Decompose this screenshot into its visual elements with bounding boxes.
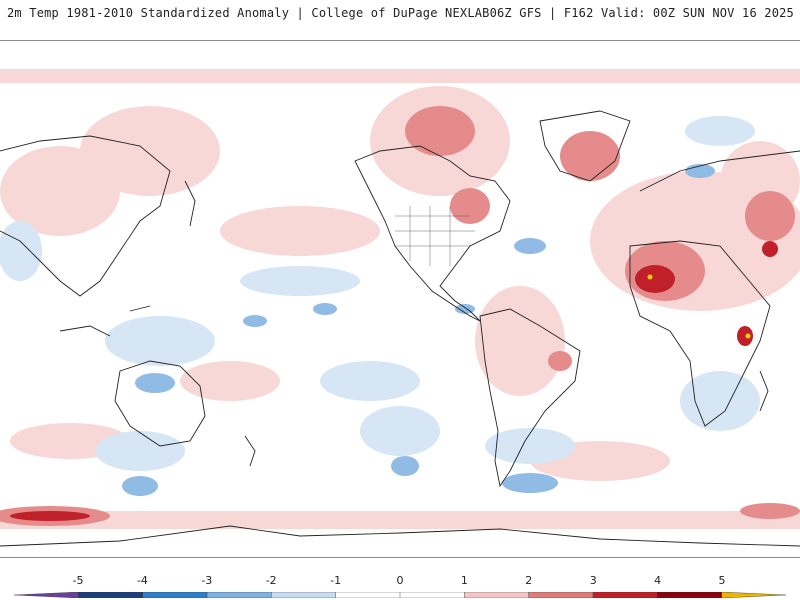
colorbar-segment — [528, 592, 594, 598]
colorbar-strip — [14, 592, 786, 598]
colorbar-tick-label: 4 — [654, 574, 662, 587]
colorbar-tick-label: -3 — [201, 574, 213, 587]
extreme-warm-spots — [647, 274, 751, 339]
colorbar-segment — [464, 592, 530, 598]
colorbar-tick-label: 3 — [589, 574, 597, 587]
colorbar-segment — [206, 592, 273, 598]
colorbar-tick-label: 2 — [525, 574, 533, 587]
colorbar-segment — [657, 592, 723, 598]
cold-anomaly-areas — [122, 164, 715, 496]
colorbar-tick-label: -2 — [265, 574, 277, 587]
model-run-info: 06Z GFS | F162 Valid: 00Z SUN NOV 16 202… — [489, 6, 794, 20]
colorbar-tick-label: -5 — [72, 574, 84, 587]
coastlines — [0, 110, 800, 547]
colorbar-segment — [271, 592, 337, 598]
colorbar-segment — [142, 592, 208, 598]
colorbar-segment — [399, 592, 466, 598]
map-header: 2m Temp 1981-2010 Standardized Anomaly |… — [0, 0, 800, 30]
colorbar-tick-label: 5 — [718, 574, 726, 587]
slight-cold-anomaly-areas — [0, 116, 760, 471]
colorbar-segment — [335, 592, 401, 598]
colorbar-tick-label: -1 — [330, 574, 342, 587]
colorbar-segment — [721, 592, 786, 598]
colorbar-segment — [592, 592, 659, 598]
colorbar-segment — [14, 592, 79, 598]
colorbar-tick-label: 1 — [460, 574, 468, 587]
world-anomaly-map — [0, 40, 800, 558]
strong-warm-anomaly-areas — [10, 241, 778, 521]
map-canvas — [0, 41, 800, 557]
colorbar-tick-label: -4 — [136, 574, 148, 587]
colorbar-segment — [78, 592, 144, 598]
colorbar-tick-label: 0 — [396, 574, 404, 587]
map-title: 2m Temp 1981-2010 Standardized Anomaly |… — [7, 6, 490, 20]
us-state-borders — [395, 206, 475, 266]
anomaly-colorbar: -5 -4 -3 -2 -1 0 1 2 3 4 5 — [0, 570, 800, 600]
